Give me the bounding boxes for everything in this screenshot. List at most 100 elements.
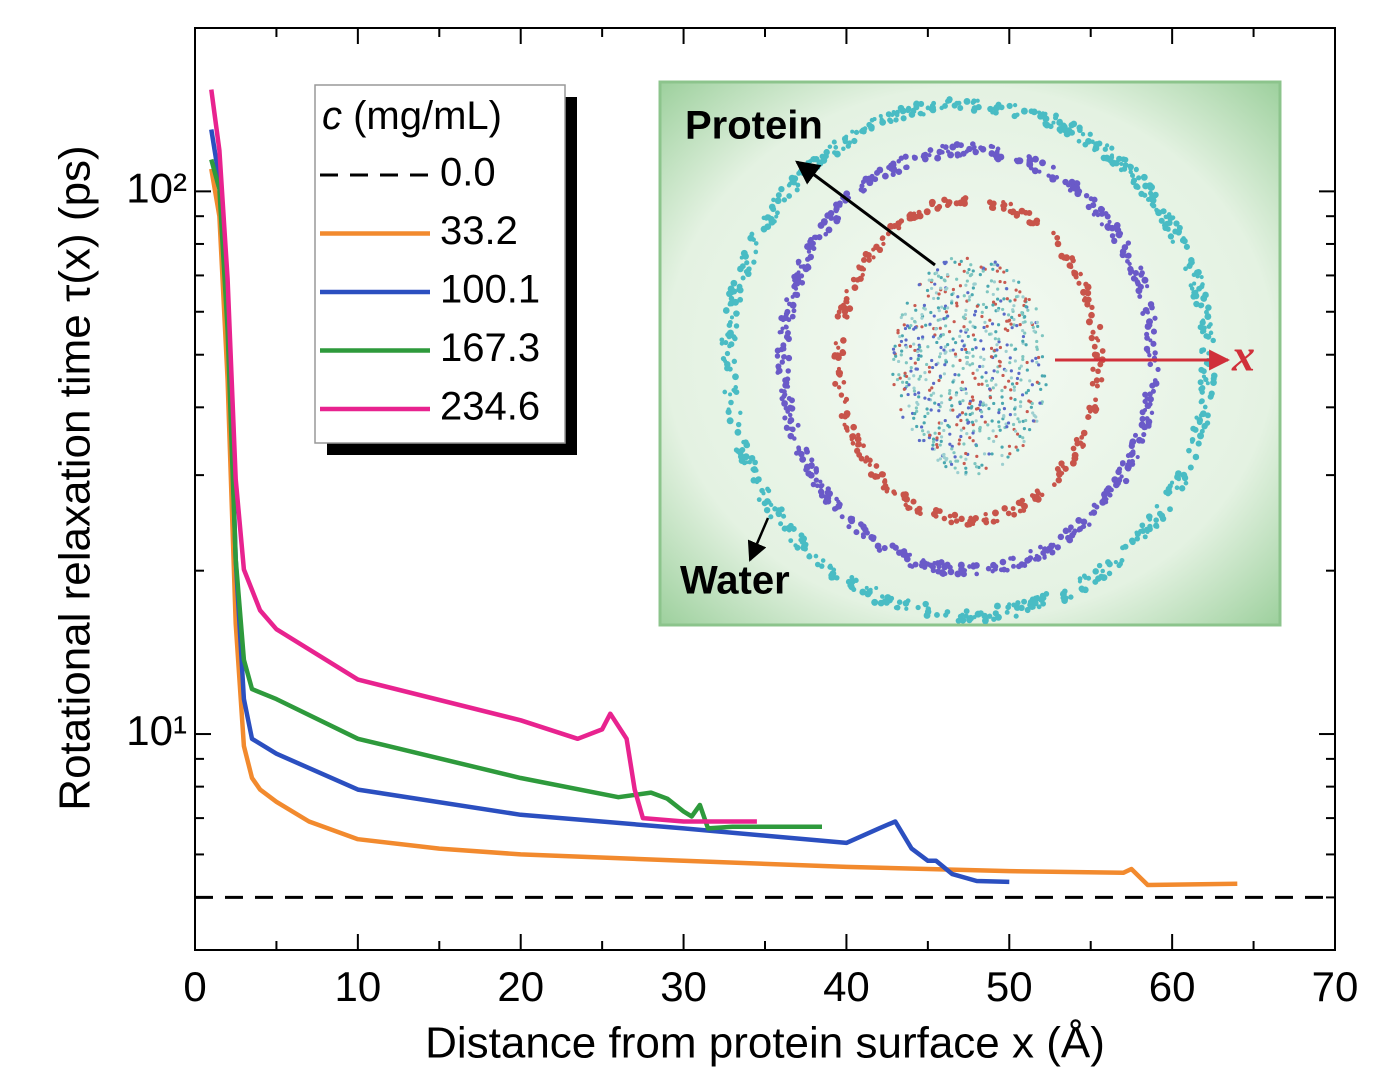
x-tick-label: 70 — [1312, 963, 1359, 1010]
water-dot — [1136, 175, 1142, 181]
protein-atom — [934, 363, 938, 367]
protein-atom — [998, 364, 1002, 368]
water-dot — [931, 100, 937, 106]
protein-atom — [1021, 443, 1025, 448]
protein-atom — [933, 401, 937, 405]
protein-atom — [1009, 396, 1013, 400]
water-dot — [739, 446, 746, 453]
protein-atom — [986, 423, 990, 427]
water-dot — [833, 341, 838, 346]
water-dot — [1090, 139, 1095, 144]
water-dot — [1075, 517, 1083, 524]
protein-atom — [1015, 381, 1019, 386]
water-dot — [1208, 330, 1214, 336]
protein-atom — [978, 273, 982, 277]
protein-atom — [1036, 324, 1040, 328]
protein-atom — [981, 269, 985, 273]
water-dot — [1175, 470, 1182, 477]
water-dot — [957, 104, 964, 111]
protein-atom — [1015, 432, 1020, 436]
protein-atom — [963, 347, 968, 352]
water-dot — [1152, 191, 1159, 198]
water-dot — [881, 241, 886, 247]
water-dot — [850, 129, 855, 134]
protein-atom — [895, 377, 900, 382]
water-dot — [793, 286, 799, 291]
protein-atom — [939, 394, 943, 398]
water-dot — [781, 400, 788, 407]
water-dot — [1090, 329, 1096, 335]
protein-atom — [1010, 382, 1015, 386]
water-dot — [896, 549, 903, 556]
protein-atom — [995, 348, 999, 352]
water-dot — [798, 264, 804, 269]
water-dot — [787, 404, 794, 411]
water-dot — [1083, 192, 1090, 199]
water-dot — [972, 514, 979, 522]
water-dot — [728, 392, 733, 397]
water-dot — [888, 118, 894, 124]
protein-atom — [964, 355, 968, 359]
protein-atom — [1031, 419, 1036, 423]
water-dot — [890, 112, 895, 117]
protein-atom — [996, 308, 1000, 312]
protein-atom — [926, 430, 930, 434]
water-dot — [775, 210, 780, 216]
protein-atom — [917, 391, 921, 395]
protein-atom — [1021, 355, 1025, 359]
water-dot — [1156, 510, 1163, 517]
protein-atom — [973, 376, 977, 380]
protein-atom — [959, 386, 963, 391]
water-dot — [1125, 258, 1130, 264]
protein-atom — [1012, 279, 1016, 283]
protein-atom — [1017, 366, 1022, 371]
water-dot — [1117, 156, 1123, 162]
water-dot — [923, 612, 931, 619]
water-dot — [958, 515, 965, 523]
protein-atom — [967, 267, 971, 272]
water-dot — [1098, 207, 1105, 214]
protein-atom — [904, 374, 909, 379]
protein-atom — [1005, 425, 1009, 429]
water-dot — [947, 568, 955, 576]
water-dot — [1043, 591, 1050, 597]
water-dot — [1076, 138, 1082, 144]
protein-atom — [1024, 343, 1028, 347]
water-dot — [833, 505, 839, 511]
water-dot — [1200, 282, 1205, 287]
protein-atom — [959, 329, 963, 333]
protein-atom — [913, 348, 917, 353]
protein-atom — [968, 412, 972, 417]
water-dot — [955, 617, 962, 624]
protein-atom — [970, 420, 975, 424]
protein-atom — [944, 465, 948, 469]
protein-atom — [936, 306, 941, 310]
protein-atom — [992, 401, 996, 406]
water-dot — [794, 544, 801, 551]
water-dot — [751, 259, 757, 265]
protein-atom — [995, 370, 1000, 374]
protein-atom — [900, 334, 904, 338]
water-dot — [724, 361, 731, 368]
water-dot — [1093, 407, 1098, 412]
water-dot — [895, 168, 903, 176]
water-dot — [1134, 536, 1141, 542]
water-dot — [911, 154, 918, 161]
water-dot — [790, 525, 797, 532]
x-tick-label: 50 — [986, 963, 1033, 1010]
water-dot — [902, 153, 909, 160]
water-dot — [990, 110, 995, 115]
water-dot — [1152, 380, 1160, 387]
water-dot — [1135, 184, 1141, 190]
protein-atom — [913, 412, 917, 416]
water-dot — [744, 260, 750, 266]
protein-atom — [1000, 395, 1004, 399]
water-dot — [784, 297, 790, 303]
water-dot — [789, 426, 796, 433]
water-dot — [727, 329, 734, 337]
water-dot — [1096, 338, 1101, 343]
water-dot — [1160, 208, 1167, 215]
protein-atom — [1032, 413, 1036, 417]
protein-atom — [899, 408, 903, 412]
water-dot — [1017, 508, 1023, 514]
